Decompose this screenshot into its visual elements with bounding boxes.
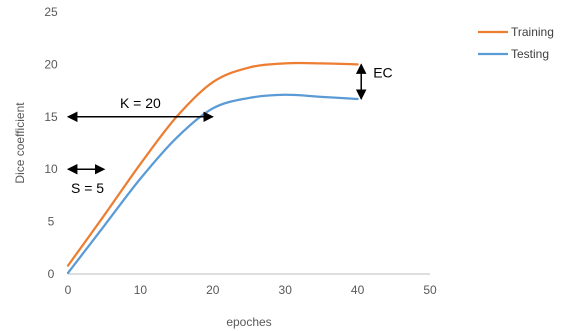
x-tick-label: 40 [351,283,365,297]
annotation-label-k-20: K = 20 [120,95,161,111]
x-tick-label: 30 [279,283,293,297]
annotations: K = 20 S = 5 EC [66,63,393,196]
x-axis-title: epoches [226,315,271,329]
legend-label-testing: Testing [511,47,549,61]
annotation-label-s-5: S = 5 [71,180,104,196]
series-lines [66,61,359,275]
y-tick-labels: 0 5 10 15 20 25 [44,5,58,281]
x-tick-label: 50 [423,283,437,297]
y-tick-label: 10 [44,162,58,176]
legend-label-training: Training [511,25,554,39]
y-tick-label: 25 [44,5,58,19]
y-tick-label: 20 [44,57,58,71]
y-tick-label: 0 [48,267,55,281]
series-line-testing [66,93,359,275]
annotation-label-ec: EC [373,65,392,81]
x-tick-labels: 0 10 20 30 40 50 [65,283,437,297]
legend: Training Testing [478,25,554,61]
x-tick-label: 20 [206,283,220,297]
x-tick-label: 0 [65,283,72,297]
series-line-training [66,61,359,267]
y-tick-label: 5 [48,215,55,229]
y-axis-title: Dice coefficient [13,102,27,184]
y-tick-label: 15 [44,110,58,124]
x-tick-label: 10 [134,283,148,297]
